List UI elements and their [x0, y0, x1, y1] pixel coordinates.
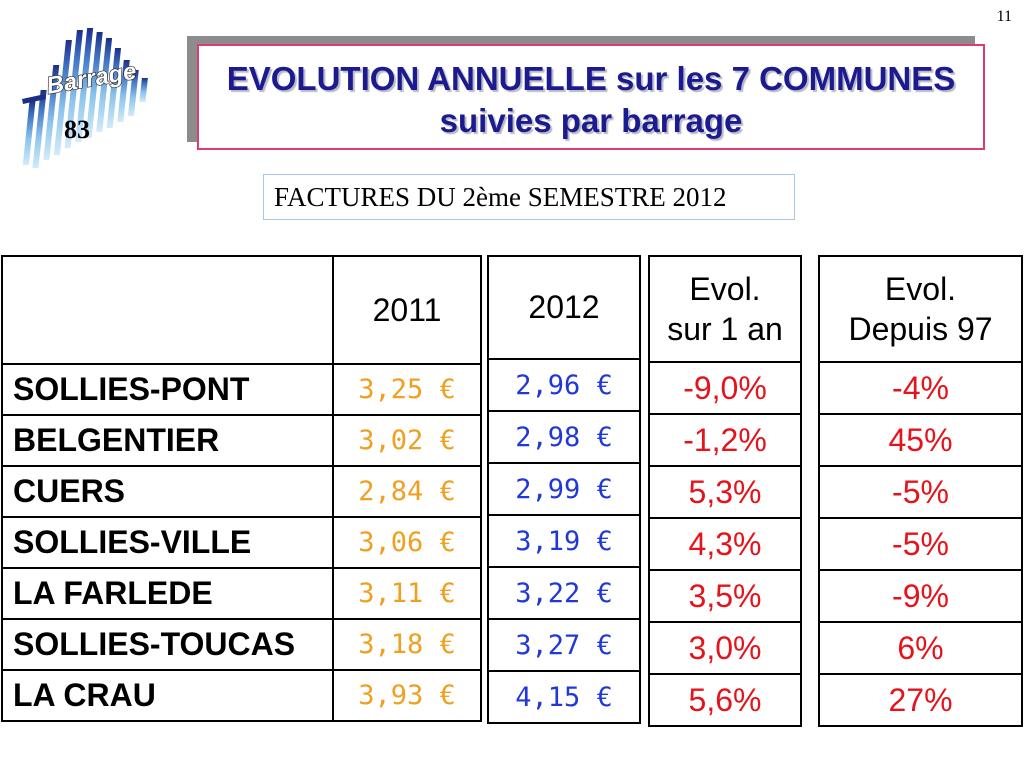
table-row: 4,15 € [487, 670, 641, 724]
header-empty-cell [1, 255, 334, 365]
subtitle-box: FACTURES DU 2ème SEMESTRE 2012 [263, 174, 795, 220]
page-number: 11 [996, 8, 1012, 25]
table-row: 2,99 € [487, 462, 641, 516]
header-evol-1-an: Evol. sur 1 an [648, 255, 802, 363]
header-line-1: Evol. [884, 271, 957, 307]
evolution-depuis-97: 27% [818, 673, 1023, 727]
table-row: 3,5% [648, 569, 802, 623]
table-evol-depuis-97: Evol. Depuis 97 -4% 45% -5% -5% -9% 6% 2… [818, 255, 1023, 727]
price-2011: 3,06 € [332, 516, 482, 569]
table-row: 27% [818, 673, 1023, 727]
table-row: 3,19 € [487, 514, 641, 568]
evolution-1-an: -1,2% [648, 413, 802, 467]
commune-name: CUERS [1, 465, 334, 518]
commune-name: BELGENTIER [1, 414, 334, 467]
logo-bars [22, 28, 148, 168]
table-row: SOLLIES-PONT 3,25 € [1, 363, 482, 416]
table-row: -4% [818, 361, 1023, 415]
header-row: Evol. sur 1 an [648, 255, 802, 363]
table-row: LA FARLEDE 3,11 € [1, 567, 482, 620]
table-row: -5% [818, 517, 1023, 571]
price-2011: 3,93 € [332, 669, 482, 722]
table-2012: 2012 2,96 € 2,98 € 2,99 € 3,19 € 3,22 € … [487, 255, 641, 724]
evolution-depuis-97: -5% [818, 517, 1023, 571]
table-row: -5% [818, 465, 1023, 519]
price-2012: 2,96 € [487, 358, 641, 412]
header-evol-depuis-97: Evol. Depuis 97 [818, 255, 1023, 363]
price-2011: 3,11 € [332, 567, 482, 620]
evolution-1-an: 4,3% [648, 517, 802, 571]
price-2011: 3,18 € [332, 618, 482, 671]
commune-name: SOLLIES-VILLE [1, 516, 334, 569]
commune-name: LA FARLEDE [1, 567, 334, 620]
price-2011: 3,02 € [332, 414, 482, 467]
logo-number: 83 [64, 115, 90, 144]
table-evol-1-an: Evol. sur 1 an -9,0% -1,2% 5,3% 4,3% 3,5… [648, 255, 802, 727]
header-row: Evol. Depuis 97 [818, 255, 1023, 363]
barrage-83-logo: Barrage 83 [22, 28, 148, 168]
evolution-1-an: 5,3% [648, 465, 802, 519]
table-row: CUERS 2,84 € [1, 465, 482, 518]
table-row: SOLLIES-TOUCAS 3,18 € [1, 618, 482, 671]
evolution-depuis-97: -5% [818, 465, 1023, 519]
commune-name: SOLLIES-PONT [1, 363, 334, 416]
evolution-1-an: -9,0% [648, 361, 802, 415]
evolution-depuis-97: -9% [818, 569, 1023, 623]
table-row: BELGENTIER 3,02 € [1, 414, 482, 467]
evolution-depuis-97: 6% [818, 621, 1023, 675]
price-2011: 2,84 € [332, 465, 482, 518]
table-row: 5,3% [648, 465, 802, 519]
commune-name: SOLLIES-TOUCAS [1, 618, 334, 671]
price-2012: 2,99 € [487, 462, 641, 516]
table-row: 45% [818, 413, 1023, 467]
table-row: -1,2% [648, 413, 802, 467]
header-row: 2012 [487, 255, 641, 360]
header-2012: 2012 [487, 255, 641, 360]
price-2012: 3,19 € [487, 514, 641, 568]
table-row: SOLLIES-VILLE 3,06 € [1, 516, 482, 569]
table-row: 4,3% [648, 517, 802, 571]
table-row: 3,27 € [487, 618, 641, 672]
price-2011: 3,25 € [332, 363, 482, 416]
evolution-depuis-97: 45% [818, 413, 1023, 467]
title-line-2: suivies par barrage [439, 102, 743, 139]
evolution-depuis-97: -4% [818, 361, 1023, 415]
table-row: LA CRAU 3,93 € [1, 669, 482, 722]
table-row: 2,98 € [487, 410, 641, 464]
title-box: EVOLUTION ANNUELLE sur les 7 COMMUNES su… [197, 44, 985, 150]
title-line-1: EVOLUTION ANNUELLE sur les 7 COMMUNES [226, 60, 956, 97]
header-line-1: Evol. [689, 271, 761, 307]
header-2011: 2011 [332, 255, 482, 365]
table-row: 2,96 € [487, 358, 641, 412]
logo-dash [22, 94, 46, 104]
commune-name: LA CRAU [1, 669, 334, 722]
price-2012: 2,98 € [487, 410, 641, 464]
table-row: 6% [818, 621, 1023, 675]
price-2012: 3,22 € [487, 566, 641, 620]
price-2012: 3,27 € [487, 618, 641, 672]
header-line-2: sur 1 an [667, 311, 783, 347]
evolution-1-an: 3,0% [648, 621, 802, 675]
table-row: -9% [818, 569, 1023, 623]
evolution-1-an: 5,6% [648, 673, 802, 727]
table-row: 3,0% [648, 621, 802, 675]
price-2012: 4,15 € [487, 670, 641, 724]
evolution-1-an: 3,5% [648, 569, 802, 623]
table-2011: 2011 SOLLIES-PONT 3,25 € BELGENTIER 3,02… [1, 255, 482, 722]
table-row: -9,0% [648, 361, 802, 415]
table-row: 5,6% [648, 673, 802, 727]
header-line-2: Depuis 97 [848, 311, 993, 347]
header-row: 2011 [1, 255, 482, 365]
subtitle-text: FACTURES DU 2ème SEMESTRE 2012 [274, 181, 727, 212]
table-row: 3,22 € [487, 566, 641, 620]
